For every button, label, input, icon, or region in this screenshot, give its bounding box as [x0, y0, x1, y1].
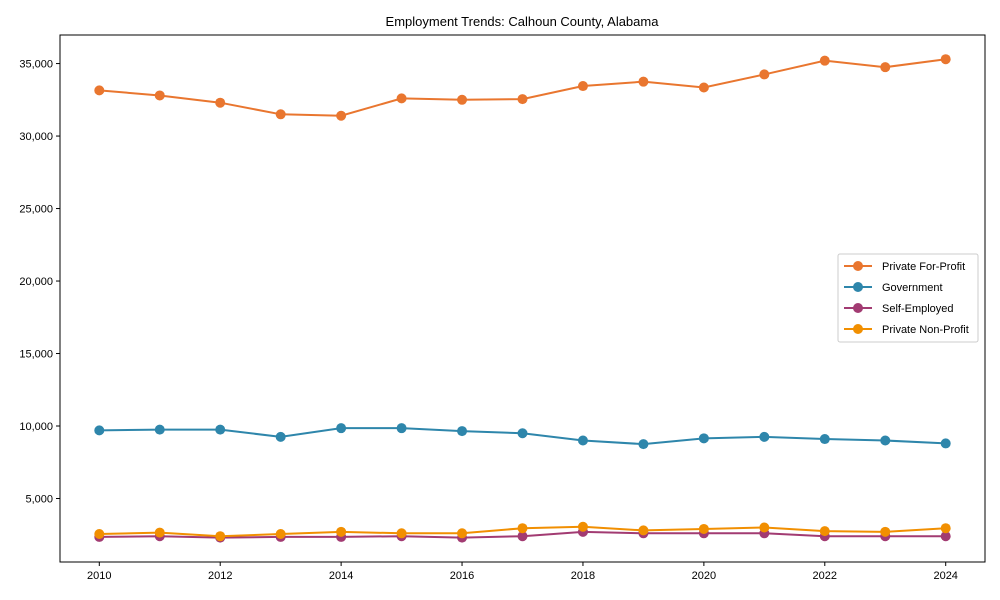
data-point	[275, 529, 286, 540]
legend-marker	[853, 261, 863, 271]
legend-label: Government	[882, 282, 943, 294]
data-point	[698, 82, 709, 93]
data-point	[94, 85, 105, 96]
data-point	[940, 523, 951, 534]
chart-title: Employment Trends: Calhoun County, Alaba…	[386, 14, 660, 29]
legend-label: Private For-Profit	[882, 261, 965, 273]
legend-item: Private For-Profit	[844, 261, 965, 273]
data-point	[759, 431, 770, 442]
data-point	[215, 97, 226, 108]
data-point	[819, 526, 830, 537]
data-point	[517, 94, 528, 105]
data-point	[457, 426, 468, 437]
x-tick-label: 2022	[813, 570, 837, 582]
data-point	[457, 94, 468, 105]
y-tick-label: 15,000	[19, 349, 53, 361]
plot-area-frame	[59, 34, 986, 563]
legend-frame	[837, 253, 979, 343]
legend-item: Private Non-Profit	[844, 324, 969, 336]
x-tick-label: 2016	[450, 570, 474, 582]
data-point	[517, 531, 528, 542]
x-tick-label: 2020	[692, 570, 716, 582]
data-point	[940, 531, 951, 542]
legend-marker	[853, 324, 863, 334]
y-tick-label: 25,000	[19, 204, 53, 216]
x-tick-label: 2024	[933, 570, 957, 582]
data-point	[517, 428, 528, 439]
y-tick-label: 30,000	[19, 131, 53, 143]
data-point	[759, 522, 770, 533]
data-point	[396, 93, 407, 104]
y-tick-label: 5,000	[25, 493, 53, 505]
data-point	[336, 526, 347, 537]
legend-marker	[853, 282, 863, 292]
data-point	[577, 81, 588, 92]
data-point	[698, 433, 709, 444]
series-government	[94, 423, 951, 450]
data-point	[638, 76, 649, 87]
data-point	[336, 423, 347, 434]
data-point	[759, 69, 770, 80]
data-point	[698, 523, 709, 534]
data-point	[396, 528, 407, 539]
data-point	[336, 110, 347, 121]
x-tick-label: 2012	[208, 570, 232, 582]
data-point	[154, 424, 165, 435]
data-point	[880, 526, 891, 537]
legend-item: Government	[844, 282, 943, 294]
data-point	[819, 55, 830, 66]
data-point	[819, 434, 830, 445]
legend-marker	[853, 303, 863, 313]
x-tick-label: 2010	[87, 570, 111, 582]
data-point	[94, 425, 105, 436]
data-point	[638, 525, 649, 536]
data-point	[880, 435, 891, 446]
data-point	[275, 431, 286, 442]
data-point	[275, 109, 286, 120]
data-point	[215, 531, 226, 542]
series-private-non-profit	[94, 521, 951, 542]
data-point	[940, 438, 951, 449]
x-tick-label: 2014	[329, 570, 353, 582]
series-private-for-profit	[94, 54, 951, 121]
y-tick-label: 10,000	[19, 421, 53, 433]
data-point	[94, 529, 105, 540]
legend-label: Self-Employed	[882, 303, 954, 315]
data-point	[154, 90, 165, 101]
data-point	[577, 435, 588, 446]
legend-label: Private Non-Profit	[882, 324, 969, 336]
data-point	[215, 424, 226, 435]
data-point	[396, 423, 407, 434]
data-point	[940, 54, 951, 65]
x-tick-label: 2018	[571, 570, 595, 582]
data-point	[457, 528, 468, 539]
data-point	[880, 62, 891, 73]
legend: Private For-Profit Government Self-Employe…	[837, 253, 979, 343]
data-point	[577, 521, 588, 532]
legend-item: Self-Employed	[844, 303, 954, 315]
y-tick-label: 20,000	[19, 276, 53, 288]
y-tick-label: 35,000	[19, 59, 53, 71]
data-point	[517, 523, 528, 534]
data-point	[154, 527, 165, 538]
data-point	[638, 439, 649, 450]
series-line	[99, 58, 946, 117]
